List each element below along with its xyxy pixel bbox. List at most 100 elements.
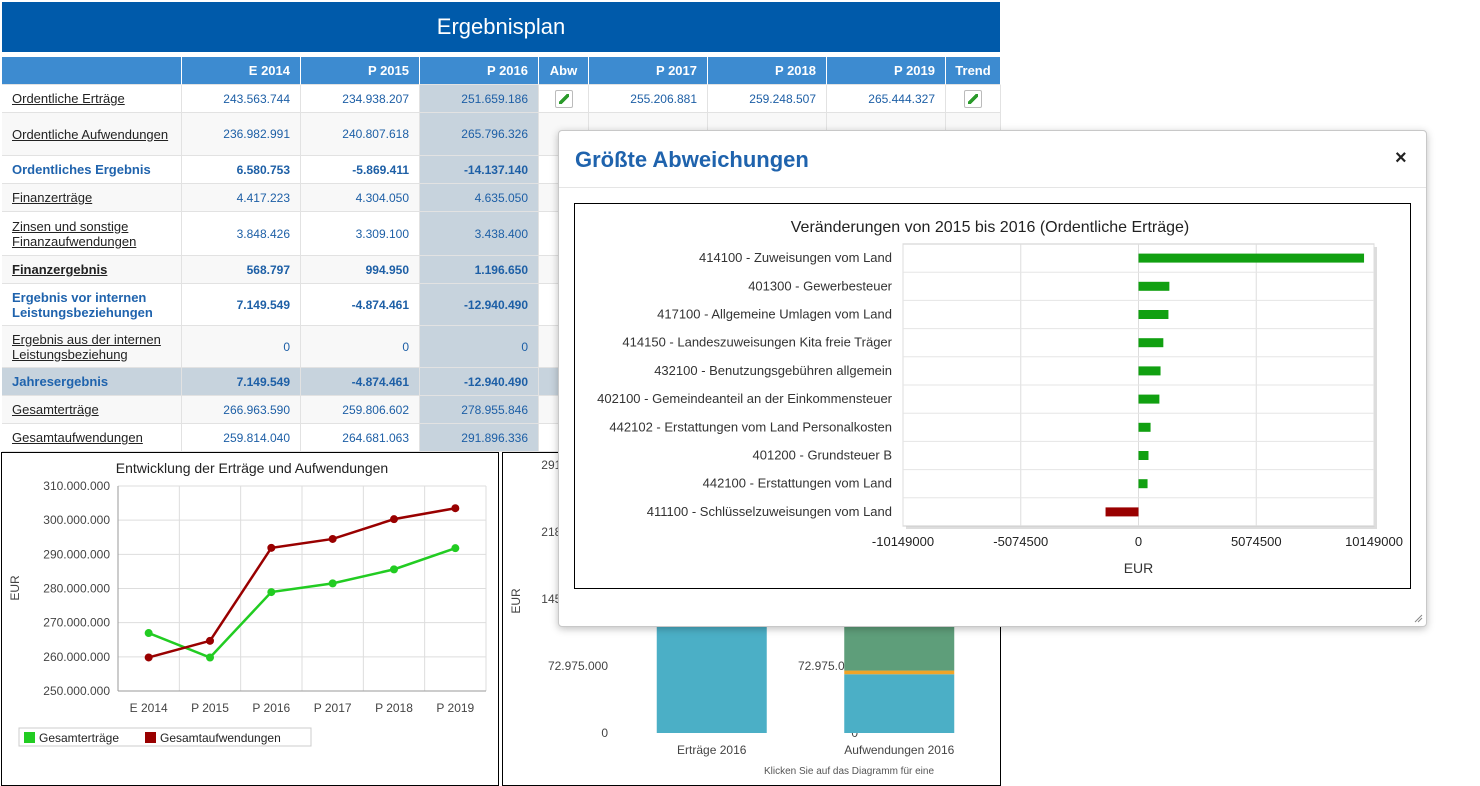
close-button[interactable]: × [1395, 147, 1407, 169]
row-label: Ordentliche Erträge [2, 85, 182, 113]
y-tick-label: 414150 - Landeszuweisungen Kita freie Tr… [622, 335, 892, 350]
header-cell: P 2015 [301, 57, 420, 85]
x-tick-label: 5074500 [1231, 534, 1282, 549]
bar [1138, 451, 1149, 460]
x-tick-label: -10149000 [872, 534, 934, 549]
value-cell: -4.874.461 [301, 368, 420, 396]
row-label-text[interactable]: Zinsen und sonstige Finanzaufwendungen [12, 218, 137, 249]
y-tick-label: 290.000.000 [43, 547, 110, 561]
x-tick-label: P 2016 [252, 701, 290, 715]
row-label-text[interactable]: Gesamterträge [12, 402, 99, 417]
value-cell: 265.444.327 [827, 85, 946, 113]
value-cell: -5.869.411 [301, 156, 420, 184]
value-cell: 265.796.326 [420, 113, 539, 156]
header-cell: E 2014 [182, 57, 301, 85]
value-cell: 4.635.050 [420, 184, 539, 212]
header-cell [2, 57, 182, 85]
value-cell: 234.938.207 [301, 85, 420, 113]
bar [1138, 479, 1148, 489]
row-label-text[interactable]: Ordentliches Ergebnis [12, 162, 151, 177]
header-cell: P 2019 [827, 57, 946, 85]
value-cell: 266.963.590 [182, 396, 301, 424]
value-cell: -4.874.461 [301, 284, 420, 326]
chart-title: Veränderungen von 2015 bis 2016 (Ordentl… [791, 219, 1189, 236]
data-point [390, 515, 398, 524]
bar [1138, 281, 1170, 291]
x-tick-label: Aufwendungen 2016 [844, 743, 954, 757]
dialog-title: Größte Abweichungen [575, 147, 809, 172]
row-label-text[interactable]: Jahresergebnis [12, 374, 109, 389]
cell [539, 85, 589, 113]
data-point [144, 629, 153, 638]
row-label-text[interactable]: Finanzerträge [12, 190, 93, 205]
data-point [144, 653, 153, 662]
value-cell: 568.797 [182, 256, 301, 284]
row-label-text[interactable]: Ergebnis vor internen Leistungsbeziehung… [12, 289, 153, 320]
y-tick-label: 401300 - Gewerbesteuer [748, 278, 892, 293]
cell [946, 85, 1001, 113]
y-tick-label: 0 [601, 726, 608, 740]
value-cell: 3.848.426 [182, 212, 301, 256]
data-point [206, 636, 214, 645]
row-label-text[interactable]: Ergebnis aus der internen Leistungsbezie… [12, 331, 161, 362]
bar [1138, 422, 1151, 432]
header-cell: P 2016 [420, 57, 539, 85]
y-tick-label: 270.000.000 [43, 616, 110, 630]
data-point [328, 534, 337, 543]
value-cell: 7.149.549 [182, 284, 301, 326]
y-tick-label: 414100 - Zuweisungen vom Land [699, 250, 892, 265]
x-tick-label: P 2017 [314, 701, 352, 715]
y-tick-label: 442102 - Erstattungen vom Land Personalk… [609, 419, 892, 434]
row-label-text[interactable]: Finanzergebnis [12, 262, 108, 277]
y-tick-label: 72.975.000 [548, 659, 608, 673]
y-tick-label: 250.000.000 [43, 684, 110, 698]
data-point [451, 544, 460, 553]
value-cell: 259.806.602 [301, 396, 420, 424]
value-cell: 240.807.618 [301, 113, 420, 156]
value-cell: 251.659.186 [420, 85, 539, 113]
data-point [451, 504, 460, 513]
y-tick-label: 401200 - Grundsteuer B [753, 448, 892, 463]
bar [1138, 338, 1164, 348]
value-cell: 4.417.223 [182, 184, 301, 212]
row-label-text[interactable]: Ordentliche Erträge [12, 91, 125, 106]
value-cell: 0 [182, 326, 301, 368]
x-axis-label: EUR [1124, 560, 1154, 576]
y-tick-label: 72.975.000 [798, 659, 858, 673]
x-tick-label: 10149000 [1345, 534, 1403, 549]
x-tick-label: P 2018 [375, 701, 413, 715]
legend-label: Gesamterträge [39, 731, 119, 745]
bar [1138, 394, 1160, 404]
hbar-chart: Veränderungen von 2015 bis 2016 (Ordentl… [574, 203, 1411, 589]
row-label-text[interactable]: Ordentliche Aufwendungen [12, 126, 169, 142]
value-cell: -14.137.140 [420, 156, 539, 184]
x-tick-label: P 2019 [436, 701, 474, 715]
row-label-text[interactable]: Gesamtaufwendungen [12, 430, 143, 445]
trend-icon[interactable] [964, 89, 982, 108]
dialog: Größte Abweichungen × Veränderungen von … [558, 130, 1427, 627]
header-cell: Abw [539, 57, 589, 85]
data-point [267, 588, 276, 597]
resize-grip[interactable] [1413, 613, 1423, 623]
value-cell: 4.304.050 [301, 184, 420, 212]
series-line [148, 547, 456, 659]
line-chart: Entwicklung der Erträge und Aufwendungen… [1, 452, 499, 786]
value-cell: 6.580.753 [182, 156, 301, 184]
value-cell: 255.206.881 [589, 85, 708, 113]
legend-swatch [145, 732, 156, 743]
x-tick-label: -5074500 [993, 534, 1048, 549]
value-cell: 0 [301, 326, 420, 368]
value-cell: 236.982.991 [182, 113, 301, 156]
y-tick-label: 280.000.000 [43, 582, 110, 596]
y-tick-label: 310.000.000 [43, 479, 110, 493]
value-cell: 3.438.400 [420, 212, 539, 256]
y-axis-label: EUR [8, 575, 22, 601]
y-tick-label: 417100 - Allgemeine Umlagen vom Land [657, 307, 892, 322]
y-tick-label: 260.000.000 [43, 650, 110, 664]
x-tick-label: Erträge 2016 [677, 743, 747, 757]
y-tick-label: 442100 - Erstattungen vom Land [703, 476, 892, 491]
trend-icon[interactable] [554, 89, 573, 108]
value-cell: 994.950 [301, 256, 420, 284]
value-cell: 7.149.549 [182, 368, 301, 396]
bar-segment [844, 670, 955, 675]
